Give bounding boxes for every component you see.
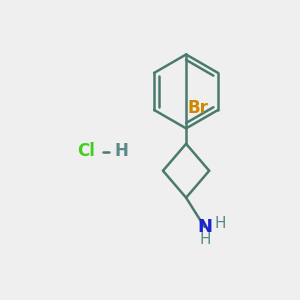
Text: H: H — [115, 142, 128, 160]
Text: H: H — [214, 216, 226, 231]
Text: Cl: Cl — [77, 142, 95, 160]
Text: N: N — [197, 218, 212, 236]
Text: Br: Br — [188, 99, 209, 117]
Text: H: H — [200, 232, 211, 247]
